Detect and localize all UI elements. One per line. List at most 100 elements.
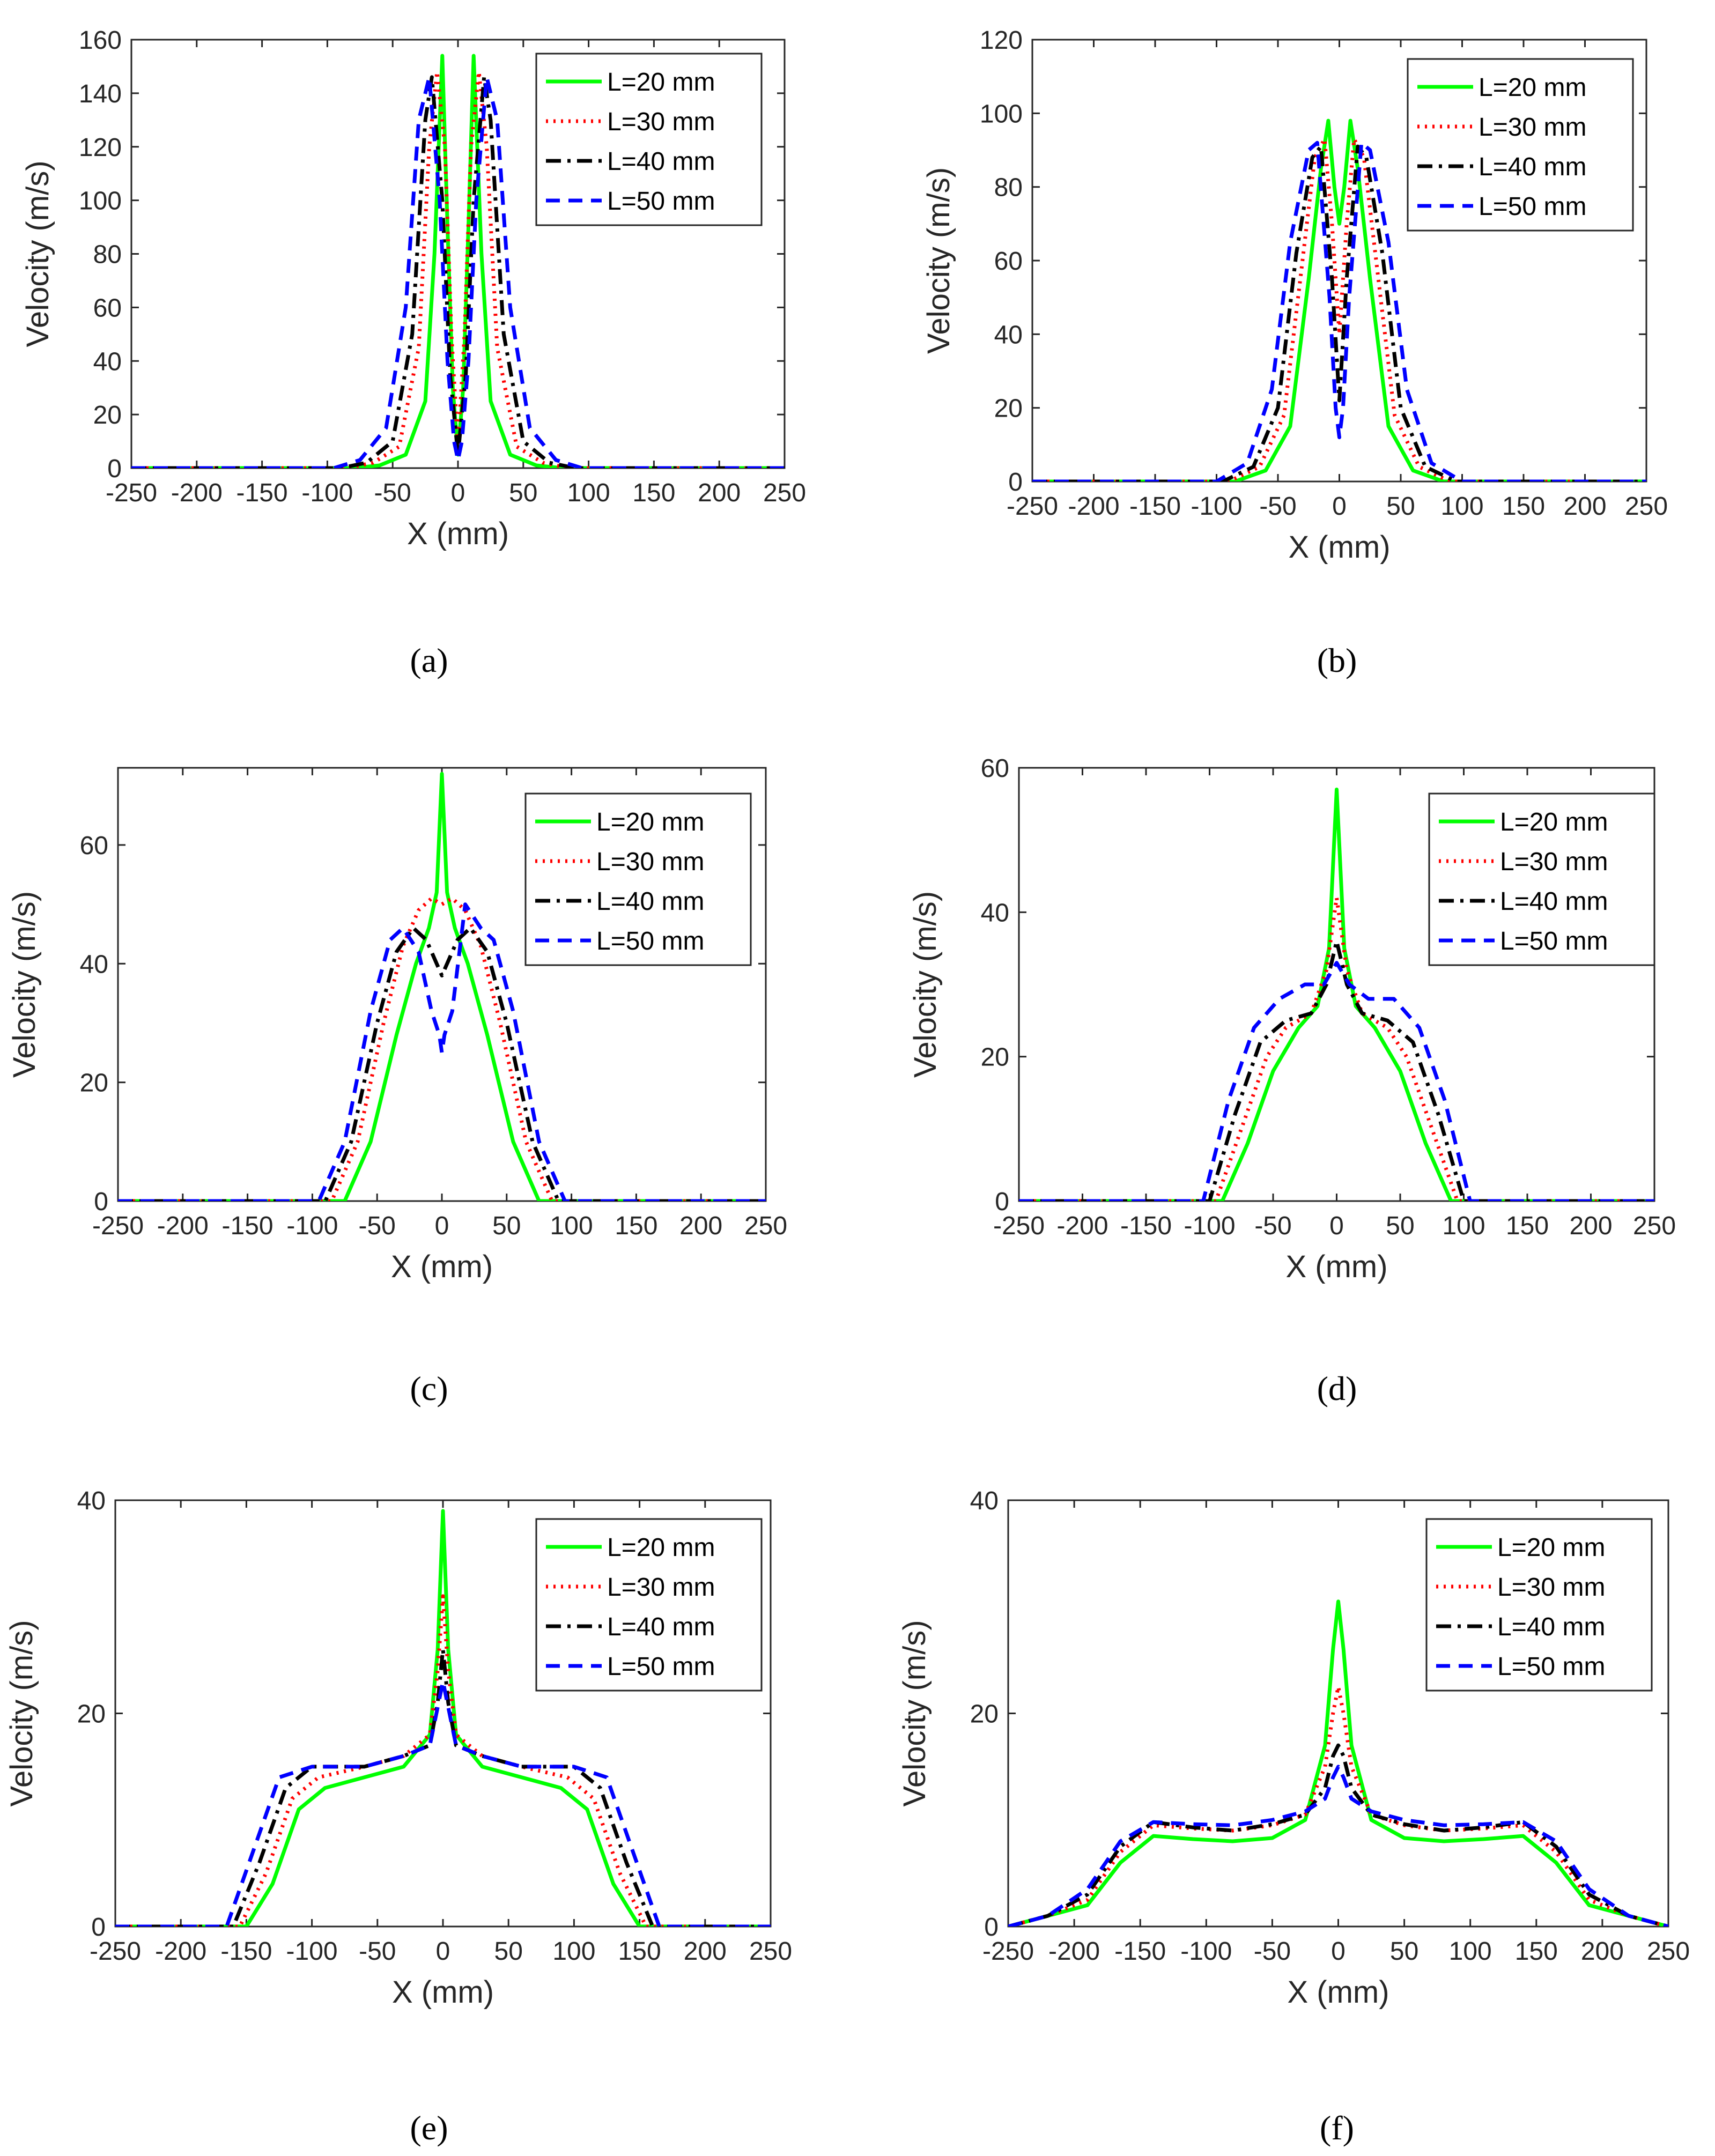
x-tick-label: -150 <box>236 479 288 507</box>
y-tick-label: 160 <box>79 26 122 55</box>
x-tick-label: -250 <box>1007 492 1058 521</box>
x-tick-label: 50 <box>1390 1937 1418 1966</box>
x-tick-label: 50 <box>1386 1212 1414 1240</box>
panel-caption: (b) <box>1317 641 1357 679</box>
legend: L=20 mm L=30 mm L=40 mm L=50 mm <box>1428 792 1655 966</box>
legend-label: L=20 mm <box>1479 73 1586 102</box>
series-line-50mm <box>1032 140 1646 481</box>
series-line-30mm <box>115 1594 771 1927</box>
legend-label: L=20 mm <box>1497 1533 1605 1562</box>
legend-label: L=20 mm <box>607 68 715 97</box>
x-tick-label: -200 <box>1056 1212 1108 1240</box>
y-axis-label: Velocity (m/s) <box>921 167 956 354</box>
legend-label: L=30 mm <box>1500 848 1608 876</box>
x-tick-label: 50 <box>509 479 537 507</box>
x-tick-label: 50 <box>494 1937 523 1966</box>
y-tick-label: 20 <box>970 1700 999 1729</box>
y-tick-label: 20 <box>93 401 122 429</box>
panel-caption: (d) <box>1317 1369 1357 1407</box>
x-tick-label: 0 <box>1332 492 1347 521</box>
y-tick-label: 60 <box>994 247 1023 276</box>
y-tick-label: 60 <box>93 294 122 322</box>
x-tick-label: -100 <box>1191 492 1242 521</box>
x-tick-label: 50 <box>492 1212 521 1240</box>
x-tick-label: 200 <box>679 1212 722 1240</box>
panel-caption: (c) <box>410 1369 448 1407</box>
legend-label: L=50 mm <box>1497 1653 1605 1681</box>
legend-label: L=30 mm <box>596 848 704 876</box>
legend-label: L=20 mm <box>596 808 704 836</box>
legend-label: L=20 mm <box>607 1533 715 1562</box>
x-tick-label: 150 <box>632 479 675 507</box>
x-tick-label: -250 <box>106 479 157 507</box>
x-tick-label: 50 <box>1386 492 1415 521</box>
series-line-50mm <box>1019 961 1654 1201</box>
legend-label: L=30 mm <box>607 108 715 136</box>
x-axis-label: X (mm) <box>391 1249 493 1284</box>
series-line-50mm <box>1008 1765 1668 1927</box>
legend-label: L=50 mm <box>1500 927 1608 955</box>
legend: L=20 mm L=30 mm L=40 mm L=50 mm <box>1407 58 1634 232</box>
y-tick-label: 120 <box>79 134 122 162</box>
x-tick-label: 150 <box>1515 1937 1558 1966</box>
series-line-20mm <box>1019 787 1654 1201</box>
x-tick-label: 200 <box>698 479 741 507</box>
legend-label: L=50 mm <box>596 927 704 955</box>
y-axis-label: Velocity (m/s) <box>4 1620 39 1806</box>
legend-label: L=40 mm <box>607 1613 715 1641</box>
x-tick-label: -50 <box>1259 492 1296 521</box>
x-tick-label: -150 <box>1129 492 1181 521</box>
series-line-40mm <box>1032 144 1646 481</box>
x-tick-label: 150 <box>618 1937 661 1966</box>
y-tick-label: 0 <box>107 455 122 483</box>
legend: L=20 mm L=30 mm L=40 mm L=50 mm <box>1425 1518 1653 1692</box>
y-tick-label: 100 <box>79 187 122 216</box>
chart-panel-b: -250 -200 -150 -100 -50 0 50 100 150 200 250 0 20 40 6… <box>921 26 1668 679</box>
x-tick-label: -50 <box>1254 1937 1291 1966</box>
x-tick-label: 0 <box>436 1937 450 1966</box>
x-tick-label: 0 <box>435 1212 449 1240</box>
x-tick-label: 100 <box>550 1212 593 1240</box>
x-tick-label: -150 <box>222 1212 273 1240</box>
x-tick-label: 250 <box>1647 1937 1690 1966</box>
x-tick-label: -50 <box>359 1937 396 1966</box>
y-tick-label: 0 <box>1008 468 1023 497</box>
series-line-30mm <box>1019 895 1654 1201</box>
x-tick-label: 250 <box>1625 492 1668 521</box>
x-tick-label: -150 <box>220 1937 272 1966</box>
panel-caption: (a) <box>410 641 448 679</box>
x-tick-label: 0 <box>451 479 465 507</box>
legend-label: L=30 mm <box>1479 113 1586 142</box>
x-tick-label: -100 <box>286 1937 338 1966</box>
x-tick-label: -250 <box>993 1212 1045 1240</box>
legend-label: L=40 mm <box>1479 153 1586 181</box>
x-tick-label: -100 <box>301 479 353 507</box>
legend-label: L=30 mm <box>607 1573 715 1602</box>
y-tick-label: 20 <box>80 1069 108 1098</box>
x-tick-label: -200 <box>1048 1937 1100 1966</box>
x-tick-label: -150 <box>1114 1937 1166 1966</box>
series-line-20mm <box>115 1509 771 1927</box>
legend-label: L=30 mm <box>1497 1573 1605 1602</box>
x-tick-label: 200 <box>1563 492 1606 521</box>
legend-label: L=50 mm <box>607 1653 715 1681</box>
y-tick-label: 0 <box>91 1913 106 1942</box>
x-tick-label: 0 <box>1331 1937 1346 1966</box>
y-tick-label: 40 <box>77 1487 106 1515</box>
x-tick-label: -150 <box>1120 1212 1172 1240</box>
series-line-20mm <box>118 772 766 1201</box>
x-tick-label: 250 <box>749 1937 792 1966</box>
legend-label: L=50 mm <box>607 187 715 216</box>
x-tick-label: -250 <box>90 1937 141 1966</box>
x-tick-label: 100 <box>1442 1212 1485 1240</box>
x-tick-label: 100 <box>1449 1937 1492 1966</box>
y-tick-label: 80 <box>93 241 122 269</box>
y-tick-label: 60 <box>80 832 108 860</box>
legend-label: L=50 mm <box>1479 192 1586 221</box>
y-tick-label: 120 <box>980 26 1023 55</box>
y-axis-label: Velocity (m/s) <box>908 891 943 1078</box>
x-tick-label: 250 <box>763 479 806 507</box>
series-line-40mm <box>118 926 766 1201</box>
y-axis-label: Velocity (m/s) <box>20 160 55 347</box>
x-tick-label: 200 <box>1581 1937 1624 1966</box>
